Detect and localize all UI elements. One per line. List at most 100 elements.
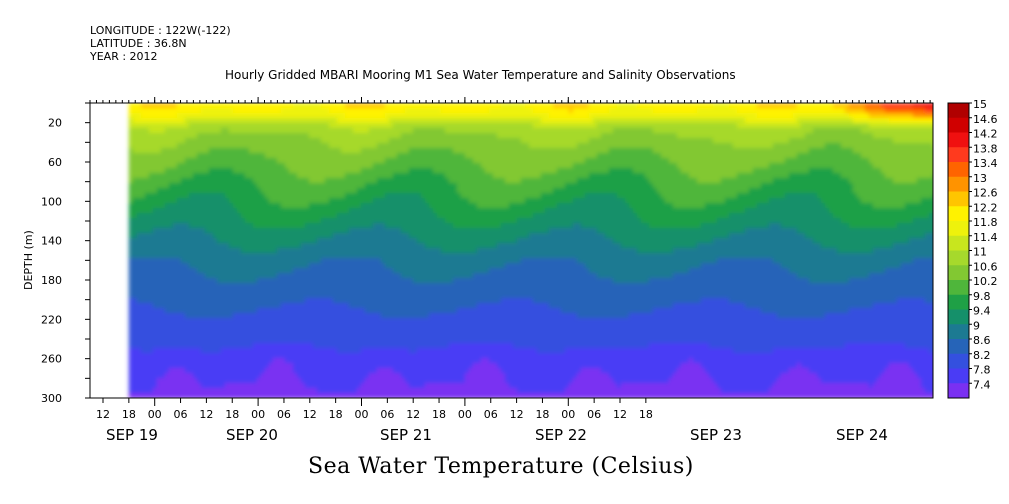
- heatmap-cell: [292, 303, 298, 309]
- heatmap-cell: [388, 363, 394, 369]
- heatmap-cell: [288, 343, 294, 349]
- heatmap-cell: [288, 368, 294, 374]
- heatmap-cell: [436, 138, 442, 144]
- heatmap-cell: [416, 258, 422, 264]
- heatmap-cell: [240, 138, 246, 144]
- heatmap-cell: [284, 363, 290, 369]
- heatmap-cell: [272, 113, 278, 119]
- heatmap-cell: [380, 118, 386, 124]
- heatmap-cell: [372, 163, 378, 169]
- heatmap-cell: [152, 283, 158, 289]
- heatmap-cell: [244, 203, 250, 209]
- heatmap-cell: [216, 228, 222, 234]
- heatmap-cell: [296, 143, 302, 149]
- heatmap-cell: [444, 283, 450, 289]
- heatmap-cell: [368, 248, 374, 254]
- heatmap-cell: [320, 303, 326, 309]
- heatmap-cell: [340, 383, 346, 389]
- heatmap-cell: [424, 128, 430, 134]
- heatmap-cell: [348, 313, 354, 319]
- heatmap-cell: [224, 293, 230, 299]
- heatmap-cell: [356, 378, 362, 384]
- heatmap-cell: [316, 178, 322, 184]
- heatmap-cell: [140, 258, 146, 264]
- heatmap-cell: [232, 183, 238, 189]
- heatmap-cell: [224, 248, 230, 254]
- heatmap-cell: [336, 128, 342, 134]
- heatmap-cell: [380, 108, 386, 114]
- heatmap-cell: [144, 368, 150, 374]
- heatmap-cell: [280, 238, 286, 244]
- heatmap-cell: [388, 393, 394, 398]
- heatmap-cell: [436, 223, 442, 229]
- heatmap-cell: [344, 388, 350, 394]
- heatmap-cell: [256, 213, 262, 219]
- heatmap-cell: [260, 188, 266, 194]
- heatmap-cell: [312, 393, 318, 398]
- heatmap-cell: [220, 348, 226, 354]
- heatmap-cell: [228, 383, 234, 389]
- heatmap-cell: [248, 288, 254, 294]
- heatmap-cell: [236, 368, 242, 374]
- heatmap-cell: [300, 363, 306, 369]
- heatmap-cell: [140, 278, 146, 284]
- heatmap-cell: [284, 223, 290, 229]
- heatmap-cell: [252, 133, 258, 139]
- heatmap-cell: [216, 253, 222, 259]
- heatmap-cell: [236, 173, 242, 179]
- heatmap-cell: [280, 173, 286, 179]
- heatmap-cell: [308, 143, 314, 149]
- heatmap-cell: [216, 333, 222, 339]
- heatmap-cell: [360, 393, 366, 398]
- heatmap-cell: [336, 253, 342, 259]
- heatmap-cell: [188, 313, 194, 319]
- heatmap-cell: [196, 138, 202, 144]
- heatmap-cell: [448, 253, 454, 259]
- heatmap-cell: [436, 333, 442, 339]
- heatmap-cell: [332, 358, 338, 364]
- heatmap-cell: [164, 268, 170, 274]
- heatmap-cell: [288, 148, 294, 154]
- heatmap-cell: [196, 293, 202, 299]
- heatmap-cell: [132, 208, 138, 214]
- heatmap-cell: [292, 238, 298, 244]
- heatmap-cell: [424, 103, 430, 109]
- heatmap-cell: [404, 303, 410, 309]
- heatmap-cell: [456, 183, 462, 189]
- heatmap-cell: [244, 263, 250, 269]
- heatmap-cell: [416, 293, 422, 299]
- heatmap-cell: [304, 333, 310, 339]
- heatmap-cell: [304, 223, 310, 229]
- heatmap-cell: [464, 228, 470, 234]
- heatmap-cell: [420, 153, 426, 159]
- heatmap-cell: [440, 363, 446, 369]
- heatmap-cell: [276, 243, 282, 249]
- heatmap-cell: [260, 138, 266, 144]
- heatmap-cell: [316, 288, 322, 294]
- heatmap-cell: [188, 193, 194, 199]
- heatmap-cell: [168, 178, 174, 184]
- heatmap-cell: [376, 298, 382, 304]
- heatmap-cell: [284, 233, 290, 239]
- heatmap-cell: [264, 248, 270, 254]
- heatmap-cell: [160, 243, 166, 249]
- heatmap-cell: [328, 328, 334, 334]
- heatmap-cell: [320, 283, 326, 289]
- heatmap-cell: [164, 113, 170, 119]
- heatmap-cell: [152, 188, 158, 194]
- heatmap-cell: [448, 263, 454, 269]
- heatmap-cell: [264, 333, 270, 339]
- heatmap-cell: [320, 373, 326, 379]
- heatmap-cell: [156, 148, 162, 154]
- heatmap-cell: [196, 128, 202, 134]
- heatmap-cell: [304, 338, 310, 344]
- heatmap-cell: [136, 318, 142, 324]
- heatmap-cell: [136, 113, 142, 119]
- heatmap-cell: [296, 278, 302, 284]
- heatmap-cell: [308, 243, 314, 249]
- heatmap-cell: [264, 368, 270, 374]
- heatmap-cell: [392, 303, 398, 309]
- heatmap-cell: [176, 103, 182, 109]
- heatmap-cell: [284, 248, 290, 254]
- heatmap-cell: [360, 368, 366, 374]
